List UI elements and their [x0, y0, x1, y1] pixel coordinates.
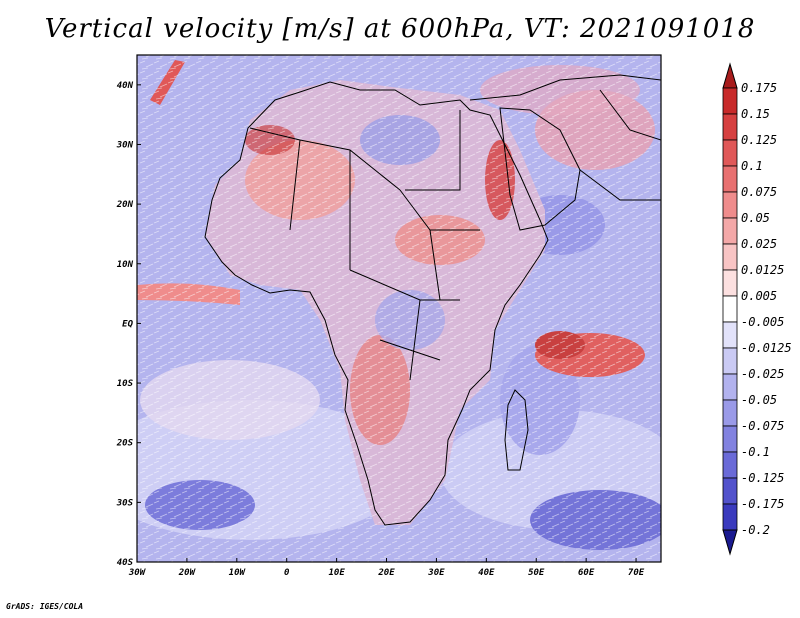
colorbar-segment [722, 191, 738, 219]
colorbar-label: 0.1 [741, 159, 763, 173]
colorbar-segment [722, 87, 738, 115]
colorbar-segment [722, 165, 738, 193]
colorbar-segment [722, 217, 738, 245]
y-tick-label: 20S [116, 439, 134, 449]
field-layer [137, 55, 661, 562]
colorbar-segment [722, 477, 738, 505]
x-tick-label: 20W [178, 568, 197, 578]
colorbar-segment [722, 503, 738, 531]
x-tick-label: 60E [578, 568, 595, 578]
colorbar-segment [722, 295, 738, 323]
colorbar-label: 0.05 [741, 211, 770, 225]
colorbar-label: 0.125 [741, 133, 777, 147]
x-tick-label: 30E [427, 568, 445, 578]
colorbar-label: -0.075 [741, 419, 784, 433]
colorbar-label: 0.0125 [741, 263, 784, 277]
axis-ticks: 30W 20W 10W 0 10E 20E 30E 40E 50E 60E 70E 40N 30N 20N… [116, 81, 645, 578]
colorbar-top-arrow [722, 62, 738, 89]
colorbar-segment [722, 139, 738, 167]
colorbar-label: -0.025 [741, 367, 784, 381]
x-tick-label: 20E [377, 568, 395, 578]
colorbar-segment [722, 399, 738, 427]
y-tick-label: 40S [117, 558, 134, 568]
colorbar-label: 0.025 [741, 237, 777, 251]
colorbar-label: -0.125 [741, 471, 784, 485]
y-tick-label: 30N [116, 140, 134, 150]
x-tick-label: 70E [628, 568, 645, 578]
colorbar-segment [722, 347, 738, 375]
colorbar-segment [722, 425, 738, 453]
colorbar-segment [722, 451, 738, 479]
colorbar-label: 0.005 [741, 289, 777, 303]
colorbar-bottom-arrow [722, 529, 738, 556]
map-title: Vertical velocity [m/s] at 600hPa, VT: 2… [44, 14, 756, 44]
x-tick-label: 50E [528, 568, 545, 578]
x-tick-label: 40E [478, 568, 495, 578]
coastlines [204, 74, 661, 526]
colorbar-label: -0.005 [741, 315, 784, 329]
colorbar-label: 0.075 [741, 185, 777, 199]
colorbar-label: -0.2 [741, 523, 770, 537]
colorbar-label: -0.05 [741, 393, 777, 407]
x-tick-label: 10W [229, 568, 247, 578]
colorbar-label: -0.1 [741, 445, 770, 459]
x-tick-label: 0 [284, 568, 290, 578]
colorbar-segment [722, 373, 738, 401]
y-tick-label: 40N [117, 81, 134, 91]
y-tick-label: 20N [116, 200, 134, 210]
map-frame [136, 54, 662, 563]
y-tick-label: 10N [117, 260, 134, 270]
colorbar-label: -0.175 [741, 497, 784, 511]
colorbar-segment [722, 113, 738, 141]
colorbar-label: 0.15 [741, 107, 770, 121]
colorbar-label: -0.0125 [741, 341, 792, 355]
x-tick-label: 10E [328, 568, 345, 578]
colorbar-segment [722, 243, 738, 271]
y-tick-label: 10S [117, 379, 134, 389]
x-tick-label: 30W [128, 568, 147, 578]
credit-text: GrADS: IGES/COLA [6, 602, 84, 611]
colorbar-label: 0.175 [741, 81, 777, 95]
colorbar-segment [722, 321, 738, 349]
colorbar: 0.175 0.15 0.125 0.1 0.075 0.05 0.025 0.0125 0.0… [722, 62, 792, 556]
y-tick-label: EQ [122, 319, 133, 329]
y-tick-label: 30S [116, 498, 134, 508]
colorbar-segment [722, 269, 738, 297]
